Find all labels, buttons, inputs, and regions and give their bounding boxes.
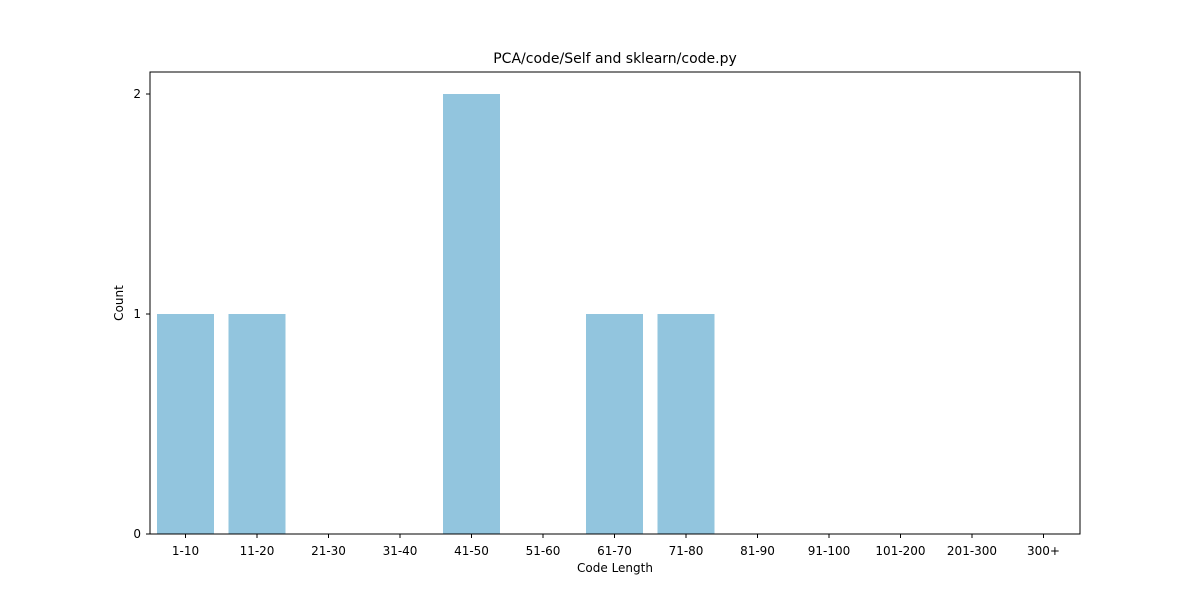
y-tick-label: 0: [133, 527, 141, 541]
y-tick-label: 1: [133, 307, 141, 321]
bar-61-70: [586, 314, 643, 534]
x-tick-label: 101-200: [875, 544, 925, 558]
x-axis: 1-10 11-20 21-30 31-40 41-50 51-60 61-70 71-80 8…: [172, 534, 1060, 558]
x-tick-label: 91-100: [808, 544, 851, 558]
x-tick-label: 81-90: [740, 544, 775, 558]
x-tick-label: 11-20: [240, 544, 275, 558]
x-tick-label: 71-80: [669, 544, 704, 558]
x-tick-label: 61-70: [597, 544, 632, 558]
bar-11-20: [228, 314, 286, 534]
bar-41-50: [443, 94, 500, 534]
x-tick-label: 201-300: [947, 544, 997, 558]
x-tick-label: 51-60: [526, 544, 561, 558]
chart-title: PCA/code/Self and sklearn/code.py: [493, 51, 737, 67]
bar-71-80: [657, 314, 715, 534]
x-tick-label: 41-50: [454, 544, 489, 558]
bar-1-10: [157, 314, 214, 534]
bars-group: [157, 94, 715, 534]
y-axis: 0 1 2: [133, 87, 150, 541]
x-tick-label: 1-10: [172, 544, 199, 558]
x-tick-label: 300+: [1027, 544, 1060, 558]
y-tick-label: 2: [133, 87, 141, 101]
x-axis-label: Code Length: [577, 561, 653, 575]
y-axis-label: Count: [112, 285, 126, 321]
x-tick-label: 21-30: [311, 544, 346, 558]
x-tick-label: 31-40: [383, 544, 418, 558]
